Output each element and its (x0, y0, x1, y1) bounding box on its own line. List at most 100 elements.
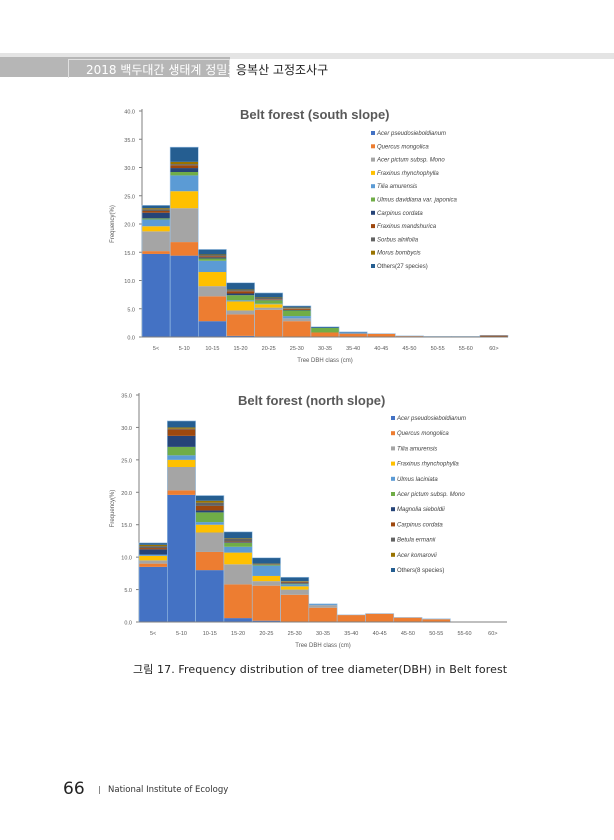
bar-segment-quercus-mongolica (198, 296, 227, 322)
legend-entry: Tilia amurensis (377, 184, 417, 190)
legend-swatch (371, 197, 375, 202)
bar-segment-acer-pictum-subsp-mono (226, 310, 255, 315)
legend-swatch (371, 170, 375, 175)
legend-swatch (391, 522, 395, 527)
legend-entry: Quercus mongolica (377, 144, 429, 150)
bar-segment-tilia-amurensis (223, 564, 253, 585)
bar-segment-fraxinus-rhynchophylla (280, 586, 309, 590)
bar-segment-fraxinus-mandshurica (170, 165, 199, 169)
legend-entry: Sorbus alnifolia (377, 237, 419, 243)
bar-segment-ulmus-davidiana-var-japonica (198, 258, 227, 261)
bar-segment-quercus-mongolica (195, 551, 224, 571)
legend-entry: Others(27 species) (377, 264, 428, 270)
bar-segment-magnolia-sieboldii (167, 435, 196, 447)
bar-segment-tilia-amurensis (167, 466, 196, 491)
bar-segment-tilia-amurensis (282, 316, 311, 319)
x-axis-label: Tree DBH class (cm) (295, 643, 350, 649)
bar-segment-quercus-mongolica (395, 335, 424, 337)
x-tick-label: 5-10 (176, 631, 187, 637)
bar-segment-acer-komarovii (167, 427, 196, 429)
bar-segment-acer-pseudosieboldianum (167, 494, 196, 622)
legend-entry: Ulmus davidiana var. japonica (377, 198, 457, 204)
x-tick-label: 20-25 (259, 631, 273, 637)
bar-segment-morus-bombycis (226, 289, 255, 291)
bar-segment-acer-pictum-subsp-mono (254, 307, 283, 310)
bar-segment-quercus-mongolica (282, 321, 311, 337)
chart-south-slope: Belt forest (south slope) 0.0 5.0 10.0 15.0 2… (110, 107, 509, 364)
bar-segment-ulmus-davidiana-var-japonica (170, 172, 199, 176)
bar-segment-tilia-amurensis (170, 175, 199, 192)
legend-swatch (391, 492, 395, 496)
bar-segment-ulmus-laciniata (280, 584, 309, 587)
bar-segment-tilia-amurensis (252, 581, 281, 586)
bar-segment-fraxinus-rhynchophylla (167, 459, 196, 467)
legend-entry: Tilia amurensis (397, 446, 437, 452)
bar-segment-others-27-species (142, 205, 171, 209)
bar-segment-tilia-amurensis (226, 300, 255, 302)
bar-segment-fraxinus-mandshurica (282, 308, 311, 310)
x-axis-label: Tree DBH class (cm) (297, 358, 352, 364)
legend-entry: Fraxinus rhynchophylla (397, 462, 459, 468)
bar-segment-tilia-amurensis (195, 532, 224, 552)
bar-segment-morus-bombycis (254, 297, 283, 299)
bar-segment-others-27-species (282, 305, 311, 308)
bar-segment-others-27-species (254, 292, 283, 298)
bar-segment-betula-ermanii (167, 428, 196, 430)
bar-segment-quercus-mongolica (365, 613, 394, 622)
bar-segment-quercus-mongolica (339, 333, 368, 337)
bar-segment-acer-pseudosieboldianum (195, 570, 224, 622)
x-tick-label: 30-35 (318, 346, 332, 352)
x-tick-label: 35-40 (346, 346, 360, 352)
x-tick-label: 30-35 (316, 631, 330, 637)
bar-segment-carpinus-cordata (195, 505, 224, 511)
bar-segment-ulmus-laciniata (223, 546, 253, 553)
bar-segment-carpinus-cordata (142, 212, 171, 219)
legend-entry: Fraxinus rhynchophylla (377, 171, 439, 177)
bar-segment-quercus-mongolica (142, 251, 171, 254)
bar-segment-quercus-mongolica (280, 594, 309, 622)
legend-entry: Acer pictum subsp. Mono (376, 158, 445, 164)
legend-entry: Acer pseudosieboldianum (376, 131, 446, 137)
bar-segment-acer-komarovii (195, 500, 224, 503)
bar-segment-acer-komarovii (252, 563, 281, 565)
bar-segment-betula-ermanii (139, 546, 168, 549)
legend-swatch (391, 416, 395, 420)
y-tick-label: 20.0 (121, 491, 132, 497)
x-tick-label: 35-40 (344, 631, 358, 637)
bar-segment-tilia-amurensis (254, 303, 283, 305)
bar-segment-others-8-species (280, 577, 309, 582)
legend-entry: Carpinus cordata (397, 522, 443, 528)
bar-segment-quercus-mongolica (167, 490, 196, 495)
bar-segment-fraxinus-rhynchophylla (198, 272, 227, 287)
legend-swatch (371, 210, 375, 215)
bar-segment-carpinus-cordata (226, 293, 255, 296)
bar-segment-ulmus-laciniata (167, 455, 196, 460)
bar-segment-acer-pictum-subsp-mono (280, 583, 309, 585)
bar-segment-others-27-species (170, 147, 199, 162)
x-tick-label: 5< (153, 346, 159, 352)
bar-segment-quercus-mongolica (308, 607, 338, 622)
legend-swatch (371, 144, 375, 149)
bar-segment-others-8-species (139, 542, 168, 545)
bar-segment-carpinus-cordata (223, 541, 253, 543)
legend-swatch (371, 250, 375, 255)
footer-separator (99, 786, 100, 794)
bar-segment-carpinus-cordata (170, 168, 199, 173)
bar-segment-sorbus-alnifolia (282, 308, 311, 309)
bar-segment-others-27-species (310, 326, 340, 328)
bar-segment-betula-ermanii (252, 564, 281, 565)
bar-segment-quercus-mongolica (223, 584, 253, 619)
bar-segment-morus-bombycis (282, 307, 311, 309)
bar-segment-tilia-amurensis (139, 560, 168, 564)
legend-swatch (391, 568, 395, 572)
bar-segment-betula-ermanii (280, 581, 309, 583)
x-tick-label: 50-55 (429, 631, 443, 637)
bar-segment-tilia-amurensis (142, 219, 171, 227)
legend-swatch (391, 446, 395, 451)
x-tick-label: 10-15 (203, 631, 217, 637)
bar-segment-carpinus-cordata (280, 582, 309, 584)
bar-segment-sorbus-alnifolia (226, 290, 255, 292)
legend-swatch (371, 131, 375, 135)
y-tick-label: 0.0 (127, 336, 135, 342)
x-tick-label: 20-25 (262, 346, 276, 352)
